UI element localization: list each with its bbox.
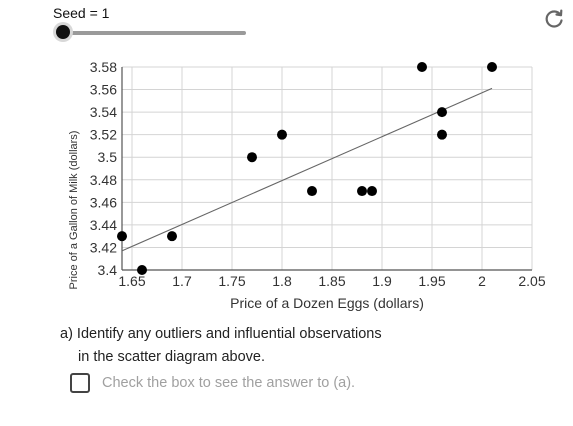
refresh-button[interactable] xyxy=(541,6,567,32)
data-point xyxy=(417,62,427,72)
data-point xyxy=(357,186,367,197)
data-point xyxy=(487,62,497,72)
question-line-2: in the scatter diagram above. xyxy=(78,349,265,365)
y-tick-label: 3.48 xyxy=(90,172,117,188)
regression-line xyxy=(121,87,493,252)
y-tick-label: 3.52 xyxy=(90,127,117,143)
y-tick-label: 3.56 xyxy=(90,82,117,98)
data-point xyxy=(167,231,177,242)
refresh-icon xyxy=(545,9,563,28)
data-point xyxy=(247,152,257,163)
data-point xyxy=(437,129,447,140)
scatter-plot: 1.65 1.7 1.75 1.8 1.85 1.9 1.95 2 2.05 3.4 3.42 3.4… xyxy=(68,59,546,311)
answer-checkbox[interactable] xyxy=(70,373,90,393)
data-point xyxy=(277,129,287,140)
x-tick-label: 1.65 xyxy=(118,273,145,289)
y-axis-label: Price of a Gallon of Milk (dollars) xyxy=(68,131,80,290)
y-tick-label: 3.46 xyxy=(90,194,117,210)
data-point xyxy=(307,186,317,197)
y-tick-label: 3.4 xyxy=(98,262,118,278)
question-text: a) Identify any outliers and influential… xyxy=(60,323,382,369)
answer-checkbox-label: Check the box to see the answer to (a). xyxy=(102,375,356,391)
tick-labels: 1.65 1.7 1.75 1.8 1.85 1.9 1.95 2 2.05 3.4 3.42 3.4… xyxy=(90,59,546,289)
question-line-1: a) Identify any outliers and influential… xyxy=(60,326,382,342)
seed-label: Seed = 1 xyxy=(53,5,110,21)
x-tick-label: 1.95 xyxy=(418,273,445,289)
x-tick-label: 1.8 xyxy=(272,273,292,289)
data-point xyxy=(367,186,377,197)
y-tick-label: 3.42 xyxy=(90,239,117,255)
x-tick-label: 1.75 xyxy=(218,273,245,289)
x-tick-label: 1.9 xyxy=(372,273,392,289)
seed-slider-track[interactable] xyxy=(62,31,246,35)
seed-slider-handle[interactable] xyxy=(56,25,70,39)
data-points xyxy=(117,62,497,275)
regression-line-group xyxy=(121,87,493,252)
x-tick-label: 1.7 xyxy=(172,273,192,289)
x-tick-label: 2 xyxy=(478,273,486,289)
y-tick-label: 3.58 xyxy=(90,59,117,75)
y-tick-label: 3.54 xyxy=(90,104,117,120)
y-tick-label: 3.44 xyxy=(90,217,117,233)
x-axis-label: Price of a Dozen Eggs (dollars) xyxy=(230,295,424,311)
data-point xyxy=(137,265,147,275)
data-point xyxy=(117,231,127,242)
x-tick-label: 1.85 xyxy=(318,273,345,289)
data-point xyxy=(437,107,447,118)
y-tick-label: 3.5 xyxy=(98,149,118,165)
x-tick-label: 2.05 xyxy=(518,273,545,289)
